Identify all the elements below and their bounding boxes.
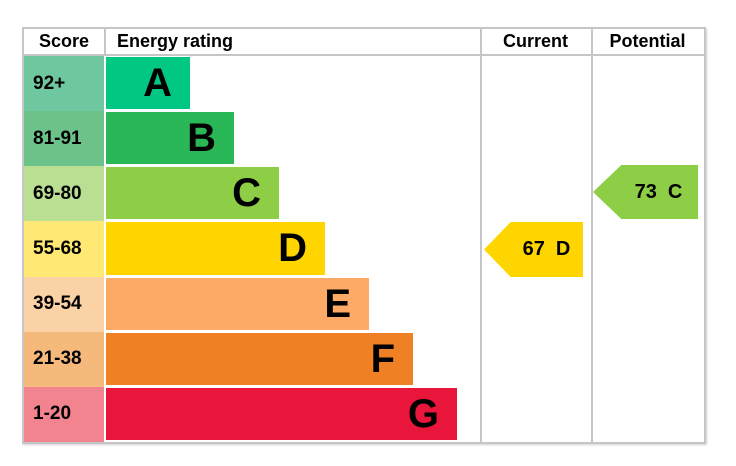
band-bar-f: F xyxy=(106,332,413,385)
potential-column-header: Potential xyxy=(609,31,686,51)
header-divider xyxy=(24,54,704,56)
band-row-g: 1-20 G xyxy=(24,386,704,442)
score-range-e: 39-54 xyxy=(24,276,104,332)
score-range-d: 55-68 xyxy=(24,221,104,277)
score-range-a: 92+ xyxy=(24,56,104,112)
band-row-e: 39-54 E xyxy=(24,276,704,332)
band-bar-g: G xyxy=(106,387,457,440)
band-row-f: 21-38 F xyxy=(24,331,704,387)
score-column-header: Score xyxy=(38,31,90,51)
potential-rating-band: C xyxy=(667,180,683,203)
potential-column-divider xyxy=(591,29,593,442)
band-bar-c: C xyxy=(106,167,279,220)
band-row-d: 55-68 D xyxy=(24,221,704,277)
band-bar-e: E xyxy=(106,277,369,330)
band-row-b: 81-91 B xyxy=(24,111,704,167)
current-rating-band: D xyxy=(555,238,571,260)
band-row-a: 92+ A xyxy=(24,56,704,112)
band-row-c: 69-80 C xyxy=(24,166,704,222)
current-rating-score: 67 xyxy=(522,238,545,260)
score-column-divider xyxy=(104,29,106,54)
current-column-divider xyxy=(480,29,482,442)
band-bar-b: B xyxy=(106,112,234,165)
band-bar-d: D xyxy=(106,222,325,275)
rating-table: Score Energy rating Current Potential 92… xyxy=(22,27,706,444)
band-rows: 92+ A 81-91 B 69-80 C 55-68 D 39-54 E 21… xyxy=(24,56,704,442)
score-range-c: 69-80 xyxy=(24,166,104,222)
score-range-b: 81-91 xyxy=(24,111,104,167)
table-header: Score Energy rating Current Potential xyxy=(24,29,704,54)
band-bar-a: A xyxy=(106,57,190,110)
energy-rating-column-header: Energy rating xyxy=(117,31,234,51)
current-column-header: Current xyxy=(502,31,568,51)
score-range-g: 1-20 xyxy=(24,386,104,442)
potential-rating-score: 73 xyxy=(634,180,657,203)
score-range-f: 21-38 xyxy=(24,331,104,387)
